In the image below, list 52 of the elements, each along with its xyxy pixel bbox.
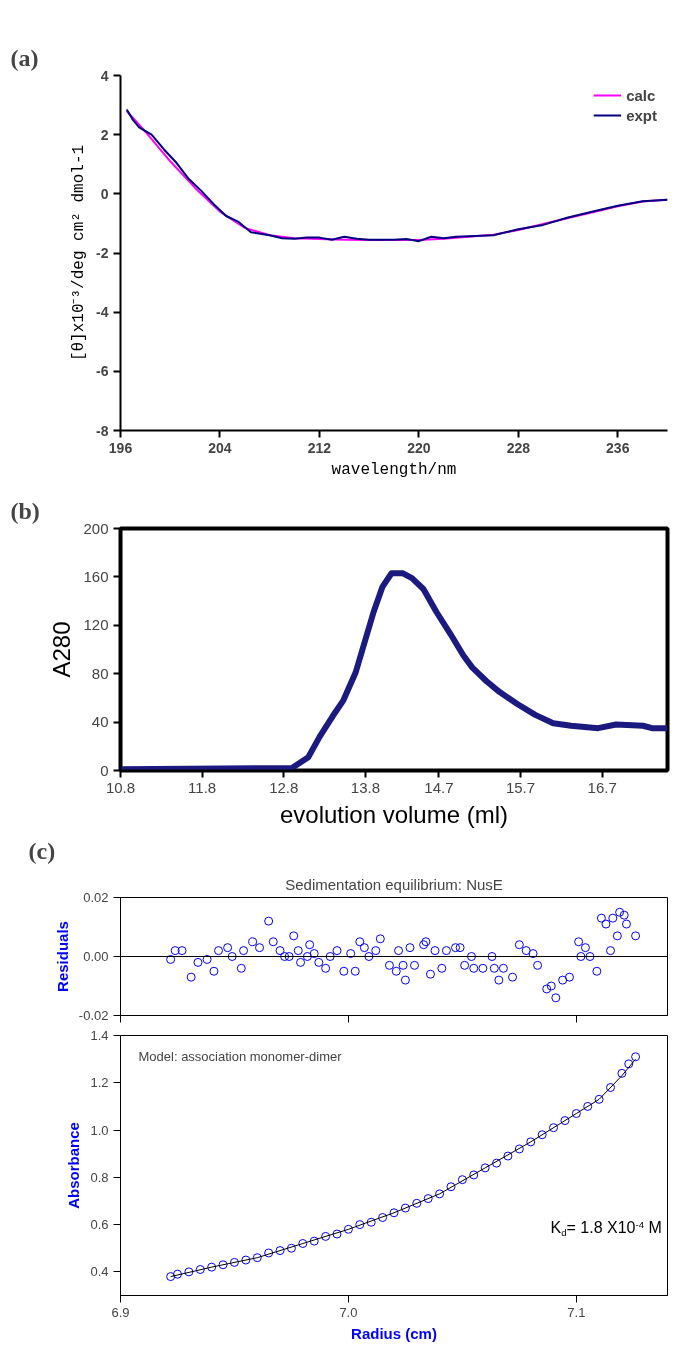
x-tick-label: 204 [208,439,232,456]
x-tick-label: 7.0 [339,1304,358,1320]
y-axis-title: Absorbance [65,1122,83,1209]
text: (b) [10,497,40,524]
x-axis-title: evolution volume (ml) [279,800,509,828]
x-axis-title: wavelength/nm [331,460,457,479]
y-tick-label: -6 [96,363,109,380]
x-tick-label: 212 [307,439,332,456]
annotation: Model: association monomer-dimer [138,1048,343,1064]
x-axis-title: Radius (cm) [351,1324,437,1342]
y-tick-label: 160 [83,567,109,585]
y-tick-label: 0.8 [90,1169,109,1185]
y-tick-label: 80 [91,664,109,682]
y-tick-label: 0.02 [83,890,109,905]
y-tick-label: 0.4 [90,1264,109,1280]
y-tick-label: 1.4 [90,1028,109,1043]
x-tick-label: 220 [407,439,431,456]
x-tick-label: 10.8 [105,778,136,796]
y-axis-title: [θ]x10⁻³/deg cm² dmol-1 [70,144,89,362]
x-tick-label: 16.7 [587,778,617,796]
y-axis-title: A280 [48,621,76,678]
y-tick-label: 120 [83,616,109,634]
x-tick-label: 11.8 [188,778,217,796]
y-tick-label: -8 [96,422,109,439]
y-tick-label: 4 [100,67,109,84]
x-tick-label: 12.8 [269,778,299,796]
x-tick-label: 15.7 [505,778,536,796]
x-tick-label: 14.7 [424,778,454,796]
y-tick-label: 1.0 [90,1122,109,1138]
chart-title: Sedimentation equilibrium: NusE [285,875,503,893]
y-tick-label: 1.2 [90,1075,109,1091]
y-tick-label: 0.6 [90,1217,109,1233]
y-tick-label: -2 [96,245,109,261]
y-tick-label: 0 [100,185,109,202]
y-tick-label: 40 [91,713,109,731]
x-tick-label: 196 [108,439,133,456]
x-tick-label: 236 [606,439,630,456]
text: (c) [28,837,56,864]
y-tick-label: -4 [96,304,109,321]
x-tick-label: 6.9 [111,1304,130,1320]
x-tick-label: 13.8 [350,778,381,796]
y-tick-label: 200 [83,519,109,537]
y-tick-label: -0.02 [78,1008,109,1023]
y-tick-label: 0 [100,761,109,779]
y-tick-label: 2 [100,126,109,143]
y-tick-label: 0.00 [83,949,109,964]
y-axis-title: Residuals [53,921,71,992]
x-tick-label: 7.1 [567,1304,586,1320]
x-tick-label: 228 [506,439,531,456]
legend-label: calc [626,86,656,104]
legend-label: expt [626,106,657,124]
text: (a) [10,44,39,71]
